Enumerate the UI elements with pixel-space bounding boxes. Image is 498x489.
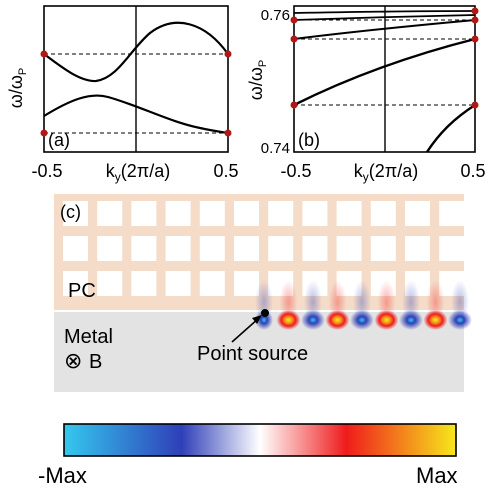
colorbar-gradient [63,423,457,457]
field-lobe-negative [399,310,423,330]
panel-b-band [293,19,476,40]
panel-b-ytick-bottom: 0.74 [261,140,290,157]
panel-a-point [40,129,48,137]
pc-air-hole [131,201,157,226]
pc-air-hole [199,271,225,296]
field-lobe-negative [448,310,472,330]
field-lobe-negative [255,310,273,330]
panel-b-xtick-left: -0.5 [280,161,311,181]
pc-air-hole [199,201,225,226]
panel-b-point [471,7,479,15]
panel-c-label: (c) [60,202,81,222]
panel-a-xtick-left: -0.5 [31,161,62,181]
panel-b-band [425,103,476,153]
field-lobe-positive [325,310,350,330]
pc-air-hole [63,271,88,296]
pc-air-hole [336,236,362,261]
pc-holes [63,201,465,296]
pc-air-hole [131,236,157,261]
panel-b-point [290,16,298,24]
panel-a-band-upper [43,21,229,83]
panel-a-xlabel: ky(2π/a) [106,161,170,184]
panel-b-point [471,101,479,109]
panel-b-xlabel: ky(2π/a) [354,161,418,184]
pc-air-hole [131,271,157,296]
pc-air-hole [336,201,362,226]
panel-b-point [290,101,298,109]
pc-air-hole [199,236,225,261]
panel-b-band [293,14,476,21]
pc-air-hole [268,201,294,226]
panel-b-ytick-top: 0.76 [261,7,290,24]
b-field-symbol: ⊗ [64,348,82,373]
point-source-arrowhead [252,315,262,324]
panel-b: ω/ωP 0.76 0.74 (b) -0.5 0.5 ky(2π/a) [246,5,486,184]
pc-air-hole [97,236,123,261]
panel-b-band [293,37,476,107]
pc-air-hole [165,271,191,296]
panel-a: ω/ωP (a) -0.5 0.5 ky(2π/a) [6,5,239,184]
field-pattern [255,280,472,330]
pc-air-hole [234,271,259,296]
pc-air-hole [165,201,191,226]
panel-b-xtick-right: 0.5 [460,161,485,181]
pc-air-hole [439,201,465,226]
colorbar-max-label: Max [416,463,458,488]
pc-air-hole [234,201,259,226]
pc-air-hole [302,201,328,226]
panel-b-ylabel: ω/ωP [246,60,269,100]
pc-air-hole [405,201,430,226]
colorbar-min-label: -Max [38,463,87,488]
colorbar: -Max Max [38,423,458,488]
point-source-label: Point source [197,343,308,365]
panel-b-label: (b) [298,130,320,150]
panel-b-band [293,10,476,14]
point-source-dot [261,309,269,317]
pc-air-hole [268,236,294,261]
pc-air-hole [97,271,123,296]
panel-b-point [471,16,479,24]
panel-a-band-lower [43,94,229,135]
pc-air-hole [302,236,328,261]
pc-air-hole [63,201,88,226]
pc-air-hole [370,236,396,261]
pc-air-hole [439,236,465,261]
pc-air-hole [234,236,259,261]
panel-a-point [40,50,48,58]
pc-air-hole [370,201,396,226]
metal-label: Metal [64,326,113,348]
pc-air-hole [165,236,191,261]
field-lobe-positive [374,310,399,330]
panel-c: (c) PC Metal ⊗ B Point source [54,194,472,392]
panel-b-point [471,35,479,43]
point-source-arrow [231,317,260,343]
panel-a-label: (a) [48,130,70,150]
b-field-label: B [89,351,102,373]
field-lobe-negative [301,310,325,330]
panel-a-ylabel: ω/ωP [6,68,29,108]
pc-air-hole [63,236,88,261]
field-lobe-negative [350,310,374,330]
panel-b-point [290,35,298,43]
field-lobe-positive [423,310,448,330]
panel-a-point [224,129,232,137]
panel-a-point [224,50,232,58]
pc-air-hole [97,201,123,226]
pc-label: PC [68,280,96,302]
field-lobe-positive [276,310,301,330]
panel-a-xtick-right: 0.5 [213,161,238,181]
pc-air-hole [405,236,430,261]
